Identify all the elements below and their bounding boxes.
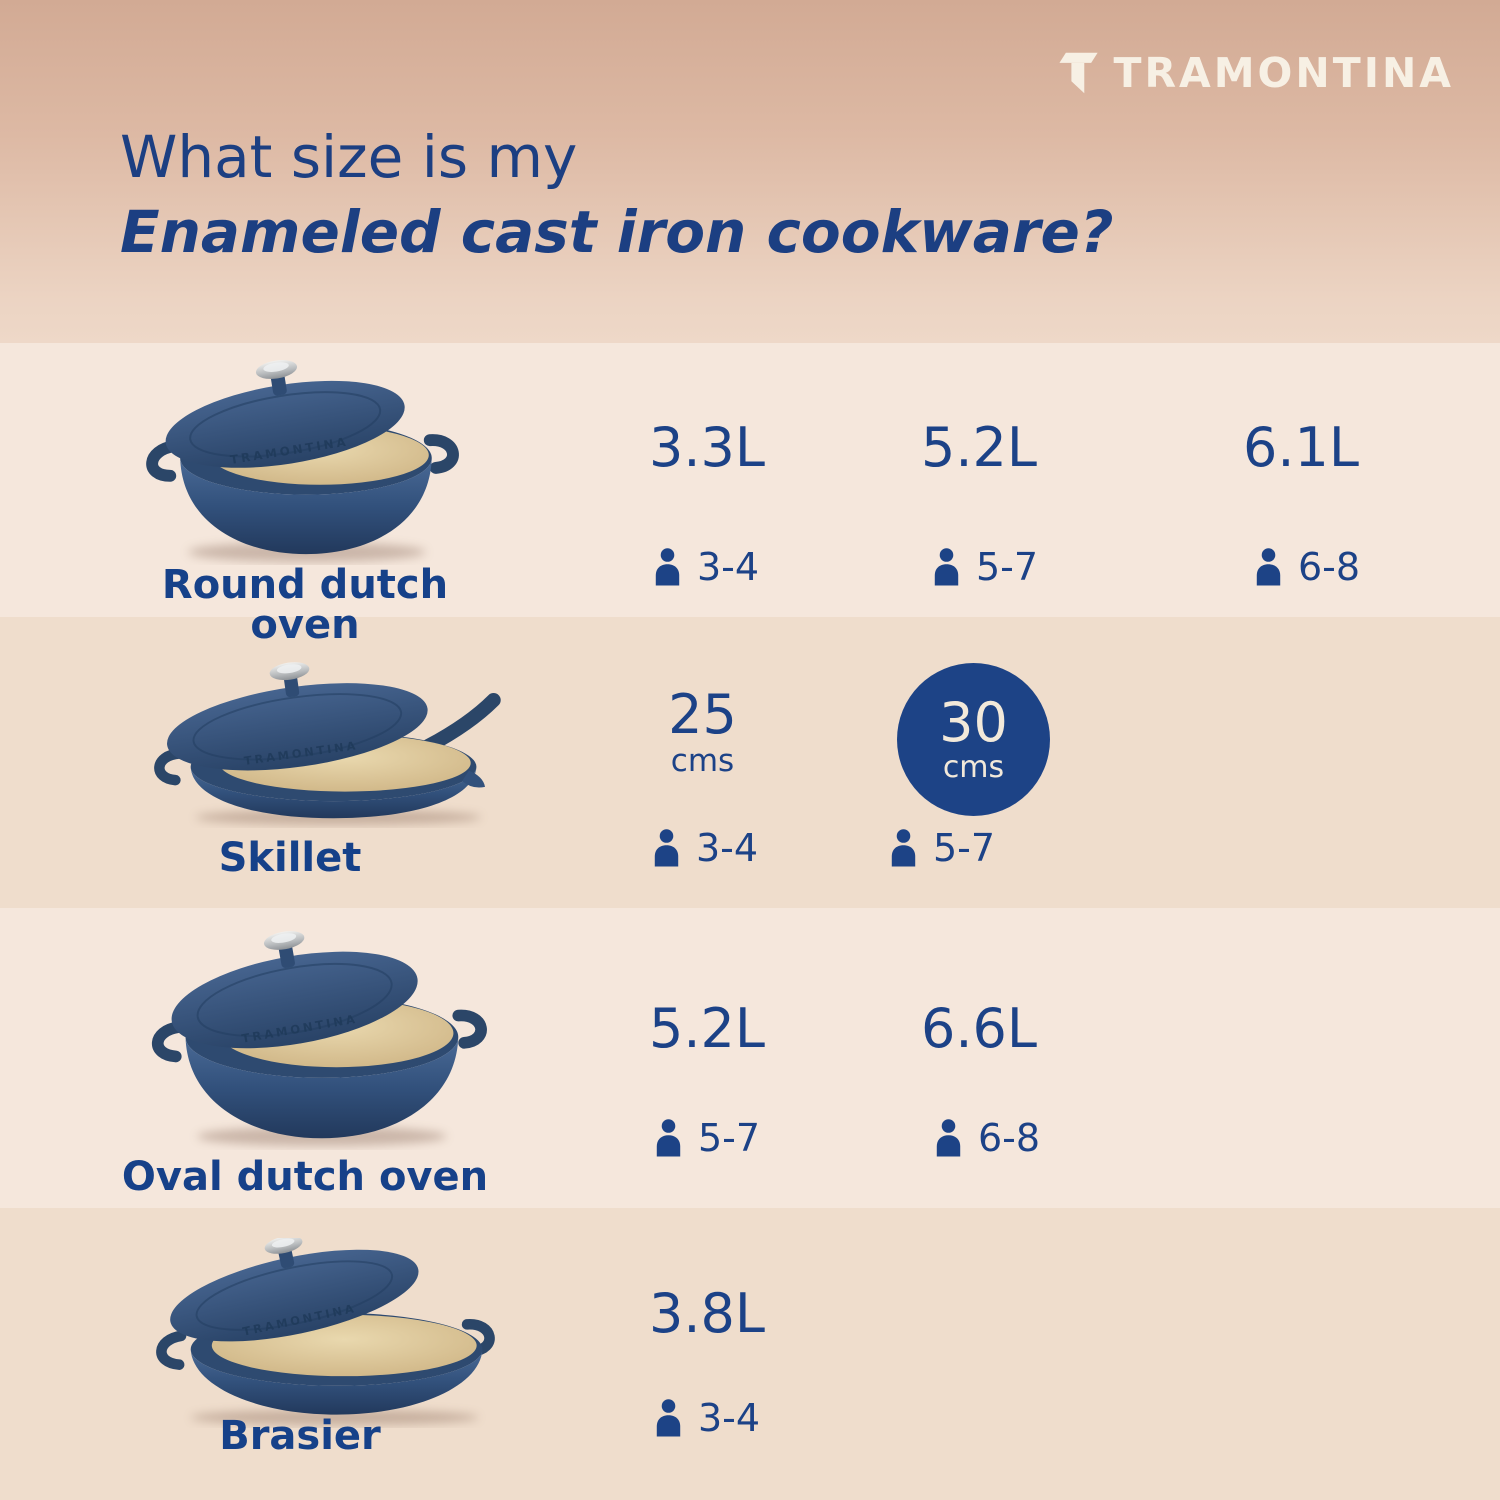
person-icon [934,548,959,586]
product-label-round-dutch-oven: Round dutch oven [161,562,449,648]
page-title: What size is my Enameled cast iron cookw… [120,120,1113,271]
person-icon [656,1119,681,1157]
person-icon [1256,548,1281,586]
serves-label: 3-4 [696,826,759,870]
size-value: 3.8L [649,1282,765,1345]
size-unit: cms [670,743,735,779]
serves-label: 5-7 [976,545,1039,589]
serves-label: 3-4 [697,545,760,589]
person-icon [891,829,916,867]
person-icon [655,548,680,586]
serves-label: 3-4 [698,1396,761,1440]
brasier-image: TRAMONTINA [156,1238,495,1426]
size-value: 30 [939,691,1008,754]
size-value-stack: 25 cms [630,688,775,777]
size-unit: cms [942,750,1005,785]
person-icon [654,829,679,867]
oval-dutch-oven-image: TRAMONTINA [151,931,487,1147]
serves-label: 6-8 [1298,545,1361,589]
person-icon [936,1119,961,1157]
size-value: 6.1L [1243,416,1359,479]
tramontina-t-icon [1059,52,1099,94]
brand-logo: TRAMONTINA [1053,50,1454,96]
product-label-skillet: Skillet [218,835,362,881]
size-value: 5.2L [921,416,1037,479]
serves-count: 5-7 [885,826,995,867]
size-value: 6.6L [921,997,1037,1060]
size-value: 5.2L [649,997,765,1060]
size-value: 3.3L [649,416,765,479]
product-label-oval-dutch-oven: Oval dutch oven [121,1154,489,1200]
size-highlight-circle: 30 cms [897,663,1050,816]
serves-count: 6-8 [1250,545,1360,586]
serves-label: 5-7 [933,826,996,870]
serves-count: 5-7 [650,1116,760,1157]
brand-name: TRAMONTINA [1113,48,1454,97]
size-value: 25 [668,683,737,746]
serves-count: 3-4 [650,1396,760,1437]
product-label-brasier: Brasier [219,1413,381,1459]
serves-count: 5-7 [928,545,1038,586]
serves-label: 6-8 [978,1116,1041,1160]
serves-label: 5-7 [698,1116,761,1160]
serves-count: 6-8 [930,1116,1040,1157]
round-dutch-oven-image: TRAMONTINA [146,360,459,563]
serves-count: 3-4 [648,826,758,867]
serves-count: 3-4 [649,545,759,586]
person-icon [656,1399,681,1437]
title-line-2: Enameled cast iron cookware? [120,198,1114,267]
skillet-image: TRAMONTINA [154,662,501,825]
title-line-1: What size is my [120,123,578,191]
